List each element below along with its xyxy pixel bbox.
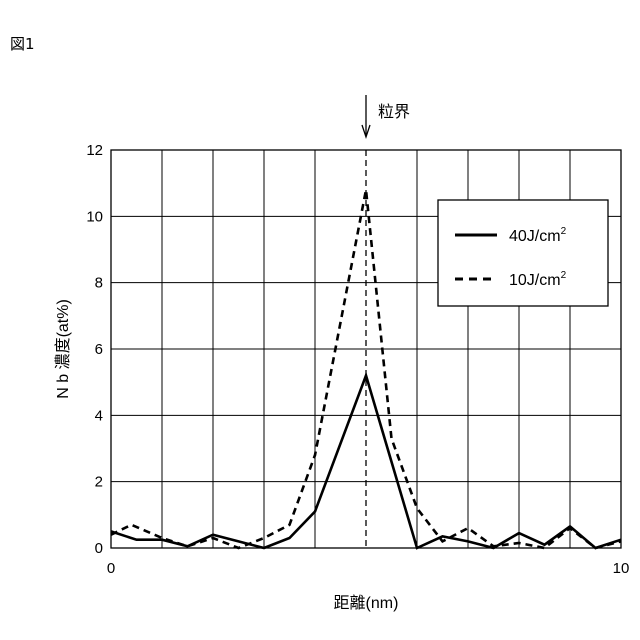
legend: 40J/cm2 10J/cm2 [438, 200, 608, 306]
y-tick-label: 12 [86, 142, 103, 159]
x-tick-label: 10 [613, 560, 630, 577]
legend-box [438, 200, 608, 306]
legend-label: 10J/cm2 [509, 270, 567, 289]
y-axis-label: N b 濃度(at%) [54, 299, 72, 399]
x-tick-label: 0 [107, 560, 115, 577]
y-tick-label: 10 [86, 208, 103, 225]
y-tick-label: 0 [95, 540, 103, 557]
x-axis-label: 距離(nm) [334, 594, 399, 612]
y-tick-label: 8 [95, 275, 103, 292]
y-tick-label: 4 [95, 407, 103, 424]
legend-label: 40J/cm2 [509, 226, 567, 245]
y-tick-label: 6 [95, 341, 103, 358]
y-tick-label: 2 [95, 474, 103, 491]
boundary-label: 粒界 [378, 103, 410, 121]
